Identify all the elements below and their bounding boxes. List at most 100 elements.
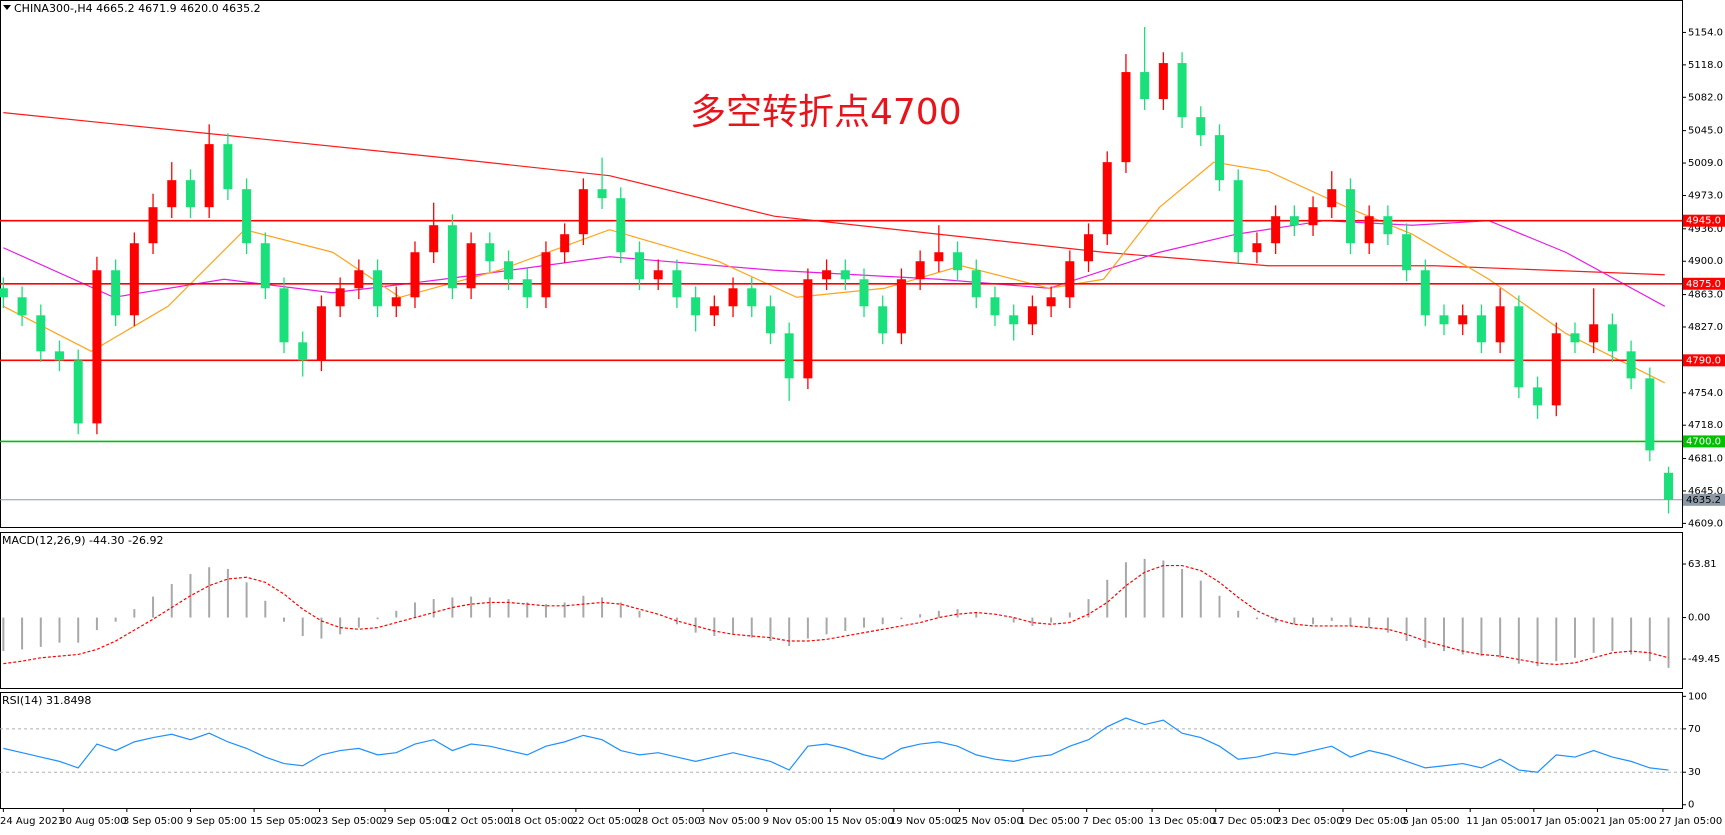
x-tick-label: 30 Aug 05:00 <box>59 816 126 827</box>
candle-body <box>672 270 682 298</box>
y-tick-label: 5154.0 <box>1688 27 1723 38</box>
candle-body <box>54 351 64 361</box>
candle-body <box>1196 117 1206 136</box>
candle-body <box>1551 333 1561 406</box>
x-tick-label: 11 Jan 05:00 <box>1466 816 1529 827</box>
candle-body <box>653 270 663 280</box>
candle-body <box>0 288 8 298</box>
level-label-box <box>1683 277 1725 290</box>
level-label: 4635.2 <box>1686 495 1721 506</box>
y-tick-label: 100 <box>1688 691 1707 702</box>
candle-body <box>1233 180 1243 253</box>
candle-body <box>167 180 177 208</box>
panel-title: CHINA300-,H4 4665.2 4671.9 4620.0 4635.2 <box>14 2 261 15</box>
candle-body <box>1439 315 1449 325</box>
candle-body <box>878 306 888 334</box>
y-tick-label: 4645.0 <box>1688 486 1723 497</box>
candle-body <box>1607 324 1617 352</box>
rsi-line <box>3 717 1669 773</box>
candle-body <box>634 252 644 280</box>
candle-body <box>1158 63 1168 100</box>
candle-body <box>822 270 832 280</box>
candle-body <box>1327 189 1337 208</box>
y-tick-label: 4681.0 <box>1688 454 1723 465</box>
candle-body <box>971 270 981 298</box>
x-tick-label: 9 Sep 05:00 <box>186 816 246 827</box>
candle-body <box>1514 306 1524 388</box>
candle-body <box>1383 216 1393 235</box>
candle-body <box>129 243 139 316</box>
y-tick-label: 5009.0 <box>1688 158 1723 169</box>
x-tick-label: 12 Oct 05:00 <box>445 816 510 827</box>
candle-body <box>111 270 121 316</box>
candle-body <box>915 261 925 280</box>
candle-body <box>578 189 588 235</box>
level-label-box <box>1683 435 1725 448</box>
candle-body <box>1570 333 1580 343</box>
level-label-box <box>1683 354 1725 367</box>
x-tick-label: 29 Dec 05:00 <box>1339 816 1406 827</box>
candle-body <box>1589 324 1599 343</box>
candle-body <box>185 180 195 208</box>
y-tick-label: 70 <box>1688 724 1701 735</box>
x-tick-label: 24 Aug 2021 <box>0 816 64 827</box>
y-tick-label: 4754.0 <box>1688 388 1723 399</box>
x-tick-label: 18 Oct 05:00 <box>508 816 573 827</box>
candle-body <box>466 243 476 289</box>
candle-body <box>1252 243 1262 253</box>
level-label: 4700.0 <box>1686 436 1721 447</box>
candle-body <box>335 288 345 307</box>
candle-body <box>1009 315 1019 325</box>
x-tick-label: 17 Jan 05:00 <box>1530 816 1593 827</box>
x-tick-label: 5 Jan 05:00 <box>1403 816 1460 827</box>
x-tick-label: 22 Oct 05:00 <box>572 816 637 827</box>
candle-body <box>1121 72 1131 163</box>
candle-body <box>803 279 813 379</box>
candle-body <box>896 279 906 334</box>
x-tick-label: 27 Jan 05:00 <box>1659 816 1722 827</box>
moving-average <box>3 112 1665 276</box>
candle-body <box>1664 472 1674 500</box>
candle-body <box>298 342 308 361</box>
candle-body <box>840 270 850 280</box>
y-tick-label: 4827.0 <box>1688 322 1723 333</box>
candle-body <box>1065 261 1075 298</box>
candle-body <box>316 306 326 361</box>
y-tick-label: 4863.0 <box>1688 290 1723 301</box>
candle-body <box>934 252 944 262</box>
level-label-box <box>1683 493 1725 506</box>
x-tick-label: 17 Dec 05:00 <box>1212 816 1279 827</box>
candle-body <box>1027 306 1037 325</box>
x-tick-label: 15 Sep 05:00 <box>250 816 317 827</box>
candle-body <box>410 252 420 298</box>
x-tick-label: 13 Dec 05:00 <box>1148 816 1215 827</box>
candle-body <box>1345 189 1355 244</box>
candle-body <box>541 252 551 298</box>
y-tick-label: 0.00 <box>1688 613 1710 624</box>
candle-body <box>1402 234 1412 271</box>
candle-body <box>373 270 383 307</box>
candle-body <box>747 288 757 307</box>
candle-body <box>485 243 495 262</box>
y-tick-label: 5082.0 <box>1688 92 1723 103</box>
x-tick-label: 1 Dec 05:00 <box>1019 816 1080 827</box>
annotation: 多空转折点4700 <box>690 92 962 133</box>
candle-body <box>204 144 214 208</box>
candle-body <box>953 252 963 271</box>
candle-body <box>1102 162 1112 235</box>
y-tick-label: 4936.0 <box>1688 224 1723 235</box>
y-tick-label: 4900.0 <box>1688 256 1723 267</box>
level-label: 4945.0 <box>1686 216 1721 227</box>
candle-body <box>1046 297 1056 307</box>
y-tick-label: 4609.0 <box>1688 518 1723 529</box>
candle-body <box>260 243 270 289</box>
panel-frame <box>0 0 1683 528</box>
x-tick-label: 3 Sep 05:00 <box>123 816 183 827</box>
candle-body <box>691 297 701 316</box>
level-label: 4790.0 <box>1686 355 1721 366</box>
candle-body <box>728 288 738 307</box>
y-tick-label: 5045.0 <box>1688 126 1723 137</box>
panel-title: RSI(14) 31.8498 <box>2 694 91 707</box>
x-tick-label: 29 Sep 05:00 <box>381 816 448 827</box>
